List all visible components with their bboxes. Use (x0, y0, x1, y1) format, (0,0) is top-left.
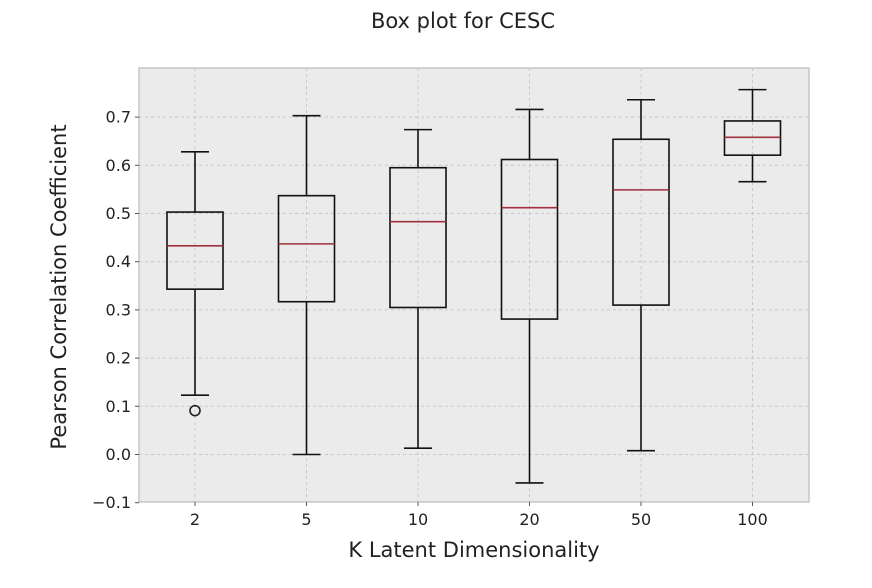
box-5 (277, 114, 336, 456)
y-axis-label: Pearson Correlation Coefficient (47, 124, 71, 449)
y-tick-label: 0.7 (106, 108, 131, 127)
x-axis-label: K Latent Dimensionality (348, 538, 599, 562)
chart-title: Box plot for CESC (371, 9, 555, 33)
y-tick-label: −0.1 (92, 493, 131, 512)
x-tick-label: 2 (190, 510, 200, 529)
y-tick-label: 0.6 (106, 156, 131, 175)
box-20 (500, 108, 559, 484)
y-tick-label: 0.4 (106, 252, 131, 271)
box-100 (723, 88, 782, 183)
y-tick-label: 0.5 (106, 204, 131, 223)
box-10 (389, 128, 447, 450)
iqr-box (277, 194, 336, 303)
plot-area (138, 67, 810, 503)
iqr-box (612, 138, 670, 306)
x-tick-label: 20 (519, 510, 539, 529)
x-tick-label: 5 (301, 510, 311, 529)
box-50 (612, 98, 670, 452)
y-tick-label: 0.0 (106, 445, 131, 464)
y-tick-label: 0.3 (106, 300, 131, 319)
boxes (166, 88, 782, 484)
box-2 (166, 151, 224, 417)
x-tick-label: 50 (631, 510, 651, 529)
x-tick-label: 100 (737, 510, 768, 529)
iqr-box (166, 211, 224, 290)
y-tick-label: 0.2 (106, 349, 131, 368)
x-tick-label: 10 (408, 510, 428, 529)
y-axis-ticks: 0.7 0.6 0.5 0.4 0.3 0.2 0.1 0.0 −0.1 (92, 108, 139, 512)
iqr-box (500, 158, 559, 320)
outlier-point (189, 404, 201, 417)
iqr-box (389, 166, 447, 309)
y-tick-label: 0.1 (106, 397, 131, 416)
x-axis-ticks: 2 5 10 20 50 100 (190, 502, 768, 529)
